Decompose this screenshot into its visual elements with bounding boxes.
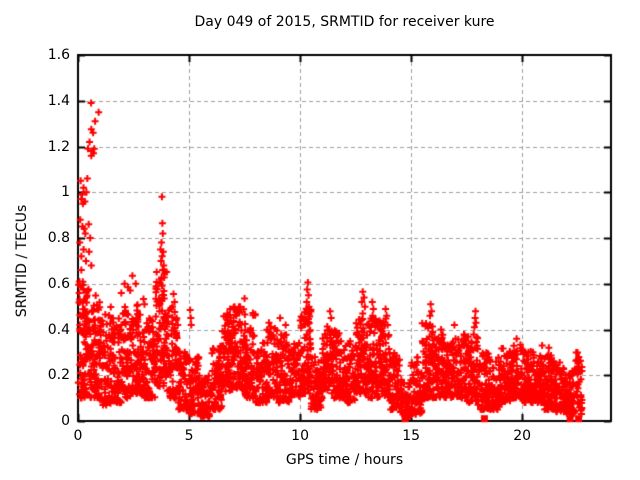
x-tick-label: 15 [402, 428, 421, 444]
y-tick-label: 0.8 [47, 230, 70, 246]
x-tick-label: 0 [73, 428, 83, 444]
x-tick-label: 10 [291, 428, 309, 444]
x-tick-label: 5 [184, 428, 194, 444]
y-tick-label: 0 [61, 413, 70, 429]
y-tick-label: 1.4 [47, 92, 70, 109]
y-tick-label: 0.6 [47, 275, 70, 292]
y-tick-label: 1 [61, 184, 70, 201]
y-axis-label: SRMTID / TECUs [14, 204, 30, 318]
y-tick-label: 0.4 [47, 321, 70, 338]
chart-title: Day 049 of 2015, SRMTID for receiver kur… [194, 14, 495, 30]
x-axis-label: GPS time / hours [285, 452, 404, 468]
y-tick-label: 1.2 [47, 138, 70, 155]
y-tick-label: 1.6 [47, 47, 70, 63]
y-tick-label: 0.2 [47, 367, 70, 384]
x-tick-label: 20 [513, 428, 532, 444]
